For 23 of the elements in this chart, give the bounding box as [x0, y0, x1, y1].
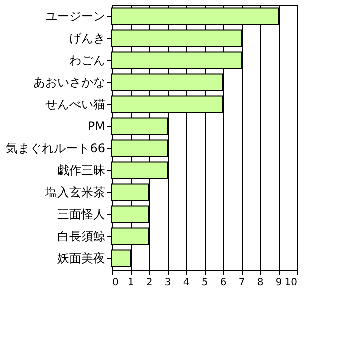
x-tick-label: 0: [112, 278, 119, 288]
y-tick-label: 白長須鯨: [58, 229, 106, 244]
x-tick-label: 7: [238, 278, 246, 288]
x-tick-label: 1: [128, 278, 134, 288]
y-tick-label: ユージーン: [46, 10, 106, 24]
y-tick-label: 妖面美夜: [58, 251, 106, 266]
x-tick-label: 9: [276, 278, 282, 288]
y-tick-label: せんべい猫: [46, 98, 106, 112]
y-tick-label: わごん: [70, 54, 106, 68]
y-tick-label: 三面怪人: [58, 207, 106, 222]
y-tick-label: 塩入玄米茶: [44, 185, 106, 200]
y-tick-label: あおいさかな: [34, 76, 106, 90]
x-tick-label: 3: [164, 278, 172, 288]
x-tick-label: 8: [257, 278, 264, 288]
x-tick-label: 6: [220, 278, 227, 288]
y-tick-label: げんき: [70, 32, 106, 46]
x-tick-label: 4: [183, 278, 190, 288]
y-tick-label: 戯作三昧: [58, 163, 106, 178]
x-tick-label: 10: [284, 278, 298, 288]
y-tick-label: PM: [88, 120, 106, 134]
y-tick-label: 気まぐれルート66: [6, 141, 106, 156]
x-tick-label: 2: [146, 278, 153, 288]
x-tick-label: 5: [202, 278, 208, 288]
